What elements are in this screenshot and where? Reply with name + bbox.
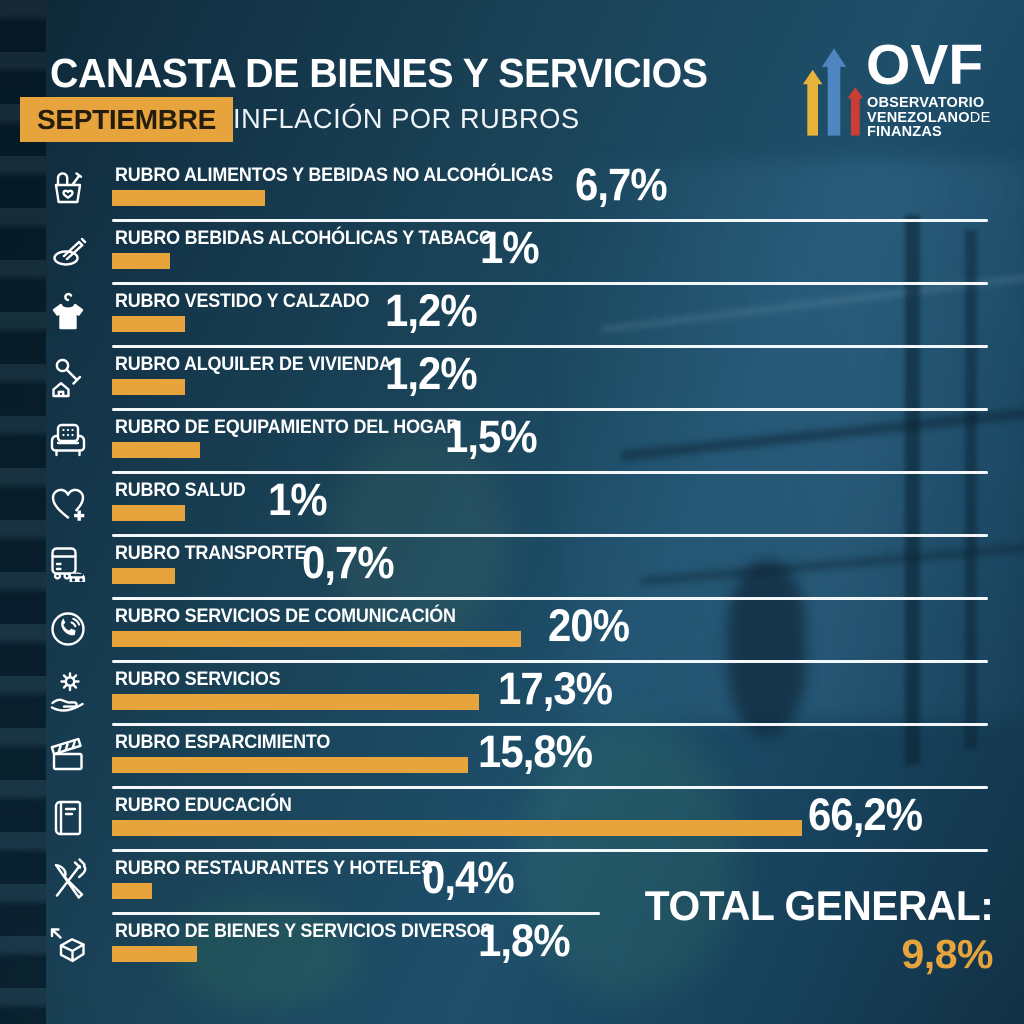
row-separator [112,345,988,348]
category-value: 1,2% [385,285,478,336]
category-bar [112,694,479,710]
ovf-acronym: OVF [866,33,984,97]
gear-hand-icon [42,666,94,718]
category-bar [112,883,152,899]
ovf-line1: OBSERVATORIO [867,95,985,111]
category-row: RUBRO VESTIDO Y CALZADO 1,2% [0,285,1024,348]
category-value: 17,3% [498,663,613,714]
category-value: 1,2% [385,348,478,399]
clapperboard-icon [42,729,94,781]
category-value: 0,7% [302,537,395,588]
category-row: RUBRO BEBIDAS ALCOHÓLICAS Y TABACO 1% [0,222,1024,285]
category-value: 1,8% [478,915,571,966]
category-bar [112,757,468,773]
row-separator [112,660,988,663]
category-row: RUBRO ALIMENTOS Y BEBIDAS NO ALCOHÓLICAS… [0,159,1024,222]
category-bar [112,253,170,269]
category-label: RUBRO TRANSPORTE [115,542,307,564]
category-row: RUBRO EDUCACIÓN 66,2% [0,789,1024,852]
category-label: RUBRO ALIMENTOS Y BEBIDAS NO ALCOHÓLICAS [115,164,553,186]
ovf-line2b: DE [969,109,991,126]
total-general-value: 9,8% [901,931,994,977]
page-subtitle: INFLACIÓN POR RUBROS [233,103,580,134]
category-label: RUBRO DE BIENES Y SERVICIOS DIVERSOS [115,920,493,942]
growth-arrows-icon [802,48,864,136]
category-value: 1,5% [445,411,538,462]
row-separator [112,723,988,726]
row-separator [112,597,988,600]
category-label: RUBRO EDUCACIÓN [115,794,292,816]
category-label: RUBRO VESTIDO Y CALZADO [115,290,370,312]
category-row: RUBRO ESPARCIMIENTO 15,8% [0,726,1024,789]
category-label: RUBRO RESTAURANTES Y HOTELES [115,857,433,879]
category-value: 0,4% [422,852,515,903]
ovf-wordmark: OBSERVATORIO VENEZOLANODE FINANZAS [867,96,991,140]
row-separator [112,912,600,915]
category-bar [112,820,802,836]
ovf-line2: VENEZOLANO [867,109,970,126]
category-row: RUBRO SERVICIOS 17,3% [0,663,1024,726]
grocery-basket-icon [42,162,94,214]
category-value: 20% [548,600,630,651]
page-title: CANASTA DE BIENES Y SERVICIOS [50,50,708,96]
total-general-label: TOTAL GENERAL: [644,882,993,929]
category-bar [112,631,521,647]
category-row: RUBRO RESTAURANTES Y HOTELES 0,4% [0,852,1024,915]
category-row: RUBRO DE EQUIPAMIENTO DEL HOGAR 1,5% [0,411,1024,474]
category-bar [112,190,265,206]
category-row: RUBRO SERVICIOS DE COMUNICACIÓN 20% [0,600,1024,663]
category-label: RUBRO ALQUILER DE VIVIENDA [115,353,392,375]
category-bar [112,505,185,521]
armchair-icon [42,414,94,466]
category-label: RUBRO SALUD [115,479,246,501]
category-value: 66,2% [808,789,923,840]
row-separator [112,534,988,537]
book-icon [42,792,94,844]
category-bar [112,316,185,332]
category-label: RUBRO SERVICIOS [115,668,281,690]
cutlery-icon [42,855,94,907]
category-value: 6,7% [575,159,668,210]
category-label: RUBRO ESPARCIMIENTO [115,731,331,753]
category-row: RUBRO DE BIENES Y SERVICIOS DIVERSOS 1,8… [0,915,1024,995]
ashtray-cigarette-icon [42,225,94,277]
category-bar [112,442,200,458]
category-row: RUBRO SALUD 1% [0,474,1024,537]
category-bar [112,379,185,395]
row-separator [112,849,988,852]
row-separator [112,786,988,789]
ovf-line3: FINANZAS [867,124,942,140]
category-label: RUBRO SERVICIOS DE COMUNICACIÓN [115,605,456,627]
category-value: 1% [268,474,328,525]
category-bar [112,568,175,584]
month-badge: SEPTIEMBRE [20,97,234,142]
row-separator [112,471,988,474]
category-label: RUBRO DE EQUIPAMIENTO DEL HOGAR [115,416,460,438]
category-row: RUBRO TRANSPORTE 0,7% [0,537,1024,600]
heart-health-icon [42,477,94,529]
bus-car-icon [42,540,94,592]
package-box-icon [42,918,94,970]
tshirt-hanger-icon [42,288,94,340]
ovf-logo: OVF OBSERVATORIO VENEZOLANODE FINANZAS [800,33,1000,146]
row-separator [112,219,988,222]
row-separator [112,282,988,285]
category-bar [112,946,197,962]
category-row: RUBRO ALQUILER DE VIVIENDA 1,2% [0,348,1024,411]
category-value: 1% [480,222,540,273]
category-label: RUBRO BEBIDAS ALCOHÓLICAS Y TABACO [115,227,493,249]
row-separator [112,408,988,411]
category-list: RUBRO ALIMENTOS Y BEBIDAS NO ALCOHÓLICAS… [0,159,1024,995]
total-general-block: TOTAL GENERAL: 9,8% [634,882,993,978]
category-value: 15,8% [478,726,593,777]
house-keys-icon [42,351,94,403]
phone-call-icon [42,603,94,655]
